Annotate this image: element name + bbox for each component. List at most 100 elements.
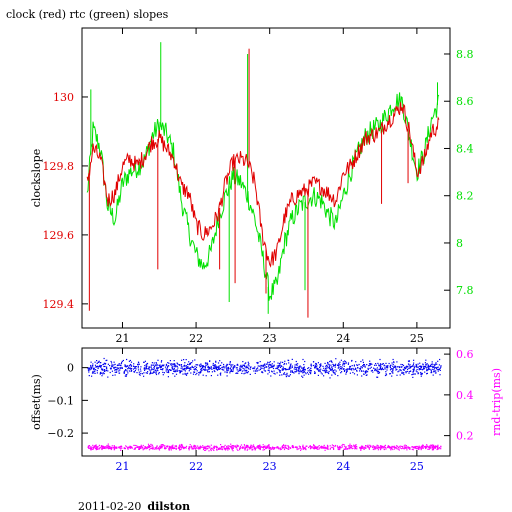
offset-point (273, 364, 275, 366)
offset-point (247, 366, 249, 369)
offset-point (151, 368, 153, 370)
offset-point (289, 365, 292, 367)
x-tick-label: 22 (189, 460, 203, 473)
rnd-trip-point (255, 447, 257, 449)
rnd-trip-point (256, 446, 258, 448)
offset-point (287, 359, 289, 361)
offset-point (214, 364, 216, 366)
offset-point (190, 366, 192, 369)
offset-point (392, 368, 394, 370)
offset-point (286, 374, 288, 376)
offset-point (111, 362, 113, 364)
offset-point (198, 372, 200, 374)
offset-point (343, 370, 346, 372)
rnd-trip-point (372, 448, 374, 450)
rnd-trip-point (316, 447, 318, 449)
offset-point (100, 366, 102, 368)
rnd-trip-point (334, 445, 336, 448)
offset-point (318, 370, 320, 372)
offset-point (271, 365, 273, 367)
offset-point (304, 360, 306, 363)
rnd-trip-point (435, 445, 437, 447)
offset-point (196, 370, 198, 372)
rnd-trip-point (379, 447, 381, 449)
offset-point (408, 360, 410, 362)
rnd-trip-point (185, 445, 188, 447)
offset-point (404, 368, 406, 370)
offset-point (138, 371, 140, 373)
offset-point (305, 373, 307, 375)
rnd-trip-point (200, 447, 202, 449)
rnd-trip-point (340, 447, 342, 449)
rnd-trip-point (418, 448, 420, 450)
offset-point (104, 365, 106, 368)
offset-point (171, 366, 173, 368)
offset-point (413, 359, 415, 361)
offset-point (152, 372, 154, 374)
offset-point (401, 364, 404, 366)
offset-point (98, 360, 100, 362)
offset-point (289, 367, 291, 369)
rnd-trip-point (424, 446, 426, 449)
rnd-trip-point (301, 448, 303, 450)
rnd-trip-point (371, 445, 373, 447)
offset-point (145, 372, 147, 374)
offset-point (387, 365, 389, 367)
rnd-trip-point (368, 448, 370, 450)
rnd-trip-point (138, 447, 140, 449)
bottom-axes-group: 21 22 23 24 250−0.1−0.2 0.20.40.6 (47, 348, 474, 473)
offset-point (202, 374, 204, 376)
offset-point (202, 369, 204, 371)
offset-point (168, 365, 170, 367)
rnd-trip-point (244, 447, 246, 449)
offset-point (202, 367, 204, 369)
offset-point (160, 366, 162, 368)
rnd-trip-point (431, 444, 433, 447)
rnd-trip-point (364, 447, 366, 449)
rnd-trip-point (431, 446, 434, 448)
rnd-trip-point (381, 447, 383, 449)
top-panel: 21 22 23 24 25129.4129.6129.81307.888.28.48.… (30, 27, 474, 345)
rnd-trip-point (283, 447, 285, 449)
offset-point (271, 371, 273, 373)
rnd-trip-point (190, 445, 193, 447)
rnd-trip-point (397, 445, 399, 447)
offset-point (295, 368, 297, 370)
offset-point (204, 362, 207, 364)
rnd-trip-point (218, 448, 221, 450)
offset-point (304, 371, 306, 374)
rnd-trip-point (427, 445, 429, 447)
offset-point (328, 365, 330, 367)
offset-point (270, 365, 272, 367)
rnd-trip-point (193, 445, 195, 447)
offset-point (176, 362, 178, 364)
rnd-trip-point (189, 446, 191, 448)
offset-point (349, 367, 351, 369)
offset-point (302, 372, 304, 374)
offset-point (343, 363, 345, 365)
offset-point (421, 372, 423, 375)
offset-point (230, 366, 232, 368)
offset-point (214, 365, 216, 367)
offset-point (272, 366, 274, 368)
rnd-trip-point (259, 447, 261, 449)
offset-point (139, 374, 141, 376)
offset-point (88, 369, 90, 372)
y-tick-label: 129.6 (43, 229, 75, 242)
offset-point (196, 364, 199, 366)
offset-point (224, 371, 226, 373)
rnd-trip-point (118, 446, 120, 448)
offset-point (129, 367, 131, 369)
rnd-trip-point (309, 445, 311, 447)
rnd-trip-point (193, 448, 195, 450)
rnd-trip-point (360, 449, 362, 451)
offset-point (165, 364, 167, 366)
offset-point (413, 362, 415, 364)
rnd-trip-point (327, 445, 329, 447)
offset-point (203, 365, 205, 368)
offset-point (112, 374, 114, 376)
offset-point (396, 368, 398, 371)
y-tick-label: 130 (53, 91, 74, 104)
rnd-trip-point (95, 449, 97, 451)
rnd-trip-point (302, 448, 304, 450)
